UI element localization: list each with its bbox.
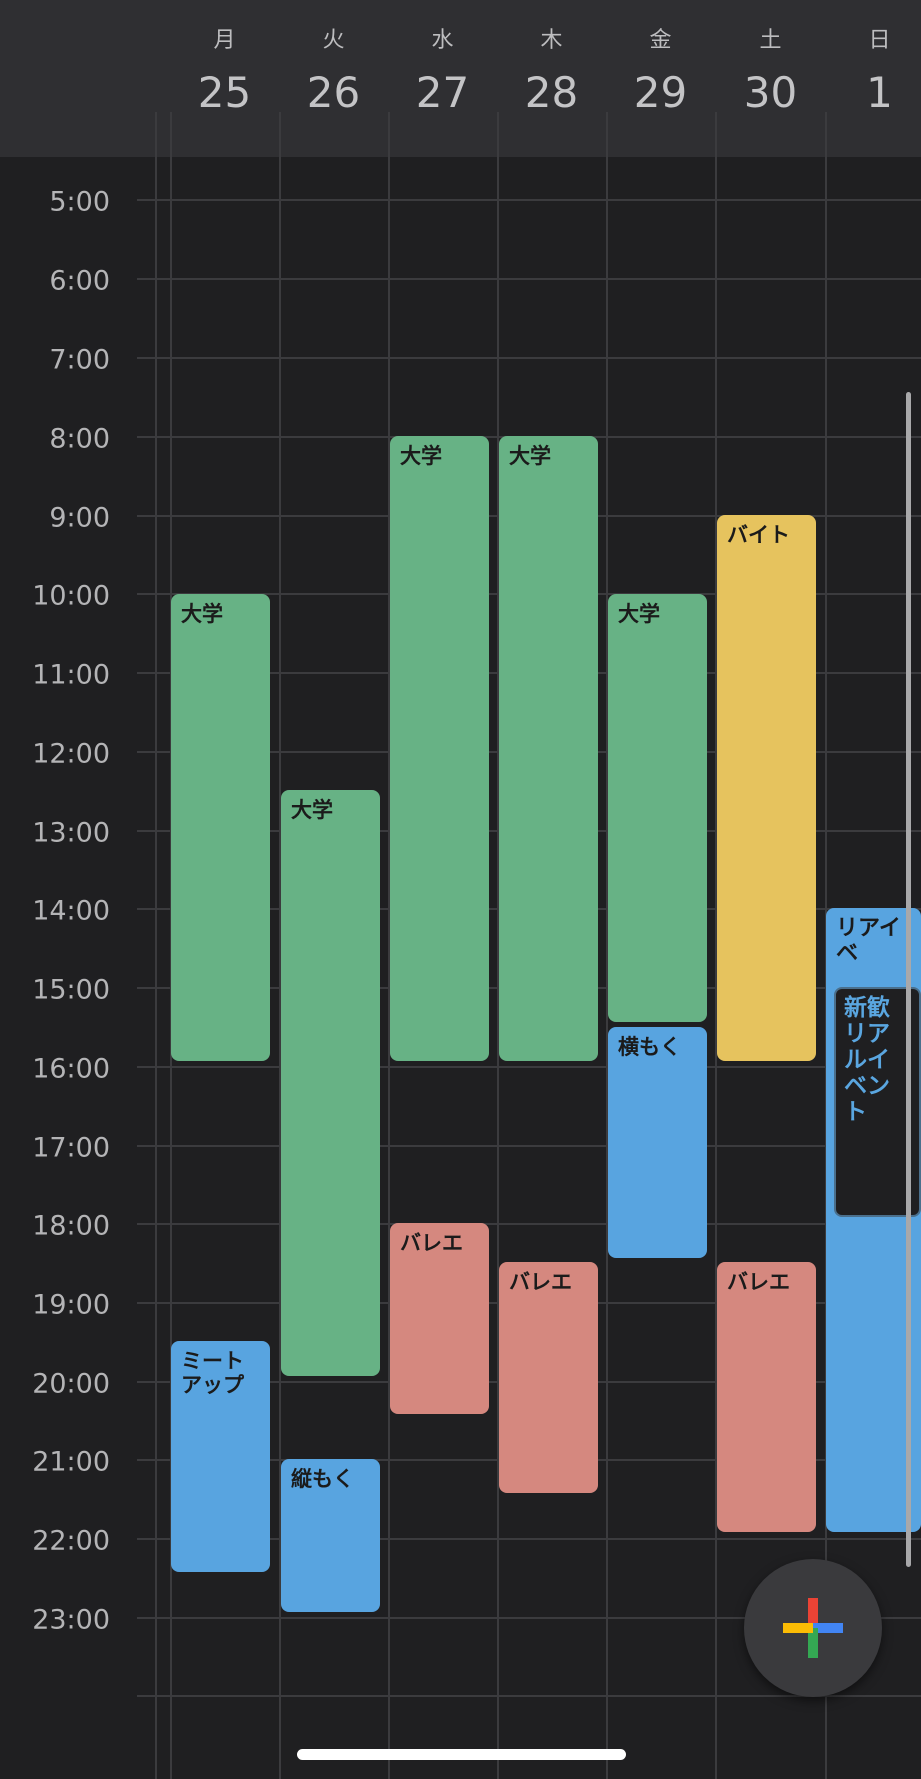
scrollbar[interactable] [906,392,911,1567]
event-tatemoku-tue[interactable]: 縦もく [281,1459,380,1612]
event-baito-sat[interactable]: バイト [717,515,816,1061]
event-title: ミートアップ [181,1349,244,1397]
grid-hline [137,1538,921,1540]
day-header-tue[interactable]: 火 26 [279,0,388,157]
hour-label: 11:00 [32,659,110,691]
grid-hline [137,1223,921,1225]
hour-label: 22:00 [32,1525,110,1557]
event-title: 大学 [618,602,660,626]
grid-vline [497,112,499,1779]
hour-label: 21:00 [32,1446,110,1478]
event-yokomoku-fri[interactable]: 横もく [608,1027,707,1258]
event-title: リアイベ [836,916,901,966]
grid-vline [388,112,390,1779]
hour-label: 18:00 [32,1210,110,1242]
day-header-sat[interactable]: 土 30 [716,0,825,157]
date-label: 1 [866,68,893,117]
day-header-sun[interactable]: 日 1 [825,0,921,157]
event-daigaku-wed[interactable]: 大学 [390,436,489,1061]
day-header-mon[interactable]: 月 25 [170,0,279,157]
hour-label: 17:00 [32,1132,110,1164]
hour-label: 23:00 [32,1604,110,1636]
grid-vline [279,112,281,1779]
hour-label: 12:00 [32,738,110,770]
event-title: 新歓リアルイベント [844,995,890,1125]
hour-label: 7:00 [49,344,110,376]
hour-label: 8:00 [49,423,110,455]
day-header-fri[interactable]: 金 29 [606,0,715,157]
hour-label: 9:00 [49,502,110,534]
weekday-label: 月 [213,28,236,53]
event-ballet-sat[interactable]: バレエ [717,1262,816,1532]
event-title: 大学 [509,444,551,468]
home-indicator[interactable] [297,1749,626,1760]
grid-hline [137,1617,921,1619]
hour-label: 14:00 [32,895,110,927]
hour-label: 15:00 [32,974,110,1006]
event-daigaku-thu[interactable]: 大学 [499,436,598,1061]
event-daigaku-fri[interactable]: 大学 [608,594,707,1022]
hour-label: 20:00 [32,1368,110,1400]
plus-icon [783,1598,843,1658]
date-label: 30 [743,68,798,117]
event-ballet-wed[interactable]: バレエ [390,1223,489,1414]
weekday-label: 土 [759,28,782,53]
day-header-wed[interactable]: 水 27 [388,0,497,157]
date-label: 28 [524,68,579,117]
event-meetup-mon[interactable]: ミートアップ [171,1341,270,1572]
hour-label: 13:00 [32,817,110,849]
hour-label: 19:00 [32,1289,110,1321]
weekday-label: 日 [868,28,891,53]
grid-hline [137,199,921,201]
event-title: バレエ [727,1270,790,1294]
event-daigaku-tue[interactable]: 大学 [281,790,380,1376]
grid-hline [137,1695,921,1697]
grid-hline [137,1066,921,1068]
grid-vline [606,112,608,1779]
event-title: 縦もく [291,1467,354,1491]
event-title: 大学 [181,602,223,626]
hour-label: 6:00 [49,265,110,297]
grid-vline [715,112,717,1779]
day-header-thu[interactable]: 木 28 [497,0,606,157]
hour-label: 10:00 [32,580,110,612]
create-event-button[interactable] [744,1559,882,1697]
date-label: 25 [197,68,252,117]
grid-hline [137,1145,921,1147]
event-ballet-thu[interactable]: バレエ [499,1262,598,1493]
event-title: バレエ [509,1270,572,1294]
event-title: バイト [727,523,790,547]
hour-label: 5:00 [49,186,110,218]
hour-label: 16:00 [32,1053,110,1085]
event-title: 大学 [400,444,442,468]
weekday-label: 木 [540,28,563,53]
weekday-label: 水 [431,28,454,53]
date-label: 26 [306,68,361,117]
event-daigaku-mon[interactable]: 大学 [171,594,270,1061]
event-title: 大学 [291,798,333,822]
weekday-label: 火 [322,28,345,53]
event-title: 横もく [618,1035,681,1059]
grid-hline [137,278,921,280]
date-label: 29 [633,68,688,117]
week-header: 月 25 火 26 水 27 木 28 金 29 土 30 日 1 [0,0,921,157]
weekday-label: 金 [649,28,672,53]
grid-hline [137,357,921,359]
date-label: 27 [415,68,470,117]
grid-vline [155,112,157,1779]
event-title: バレエ [400,1231,463,1255]
